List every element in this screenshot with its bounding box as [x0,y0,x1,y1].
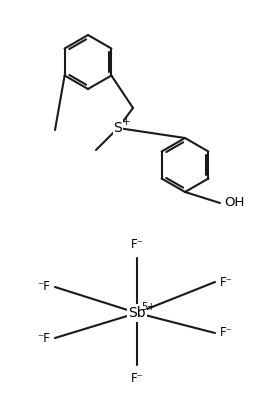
Text: ⁻F: ⁻F [37,331,50,344]
Text: OH: OH [224,197,244,209]
Text: ⁻F: ⁻F [37,281,50,293]
Text: Sb: Sb [128,306,146,320]
Text: 5+: 5+ [141,302,155,312]
Text: F⁻: F⁻ [220,326,233,339]
Text: F⁻: F⁻ [131,372,143,385]
Text: S: S [114,121,122,135]
Text: F⁻: F⁻ [131,238,143,251]
Text: F⁻: F⁻ [220,275,233,288]
Text: +: + [122,117,130,127]
